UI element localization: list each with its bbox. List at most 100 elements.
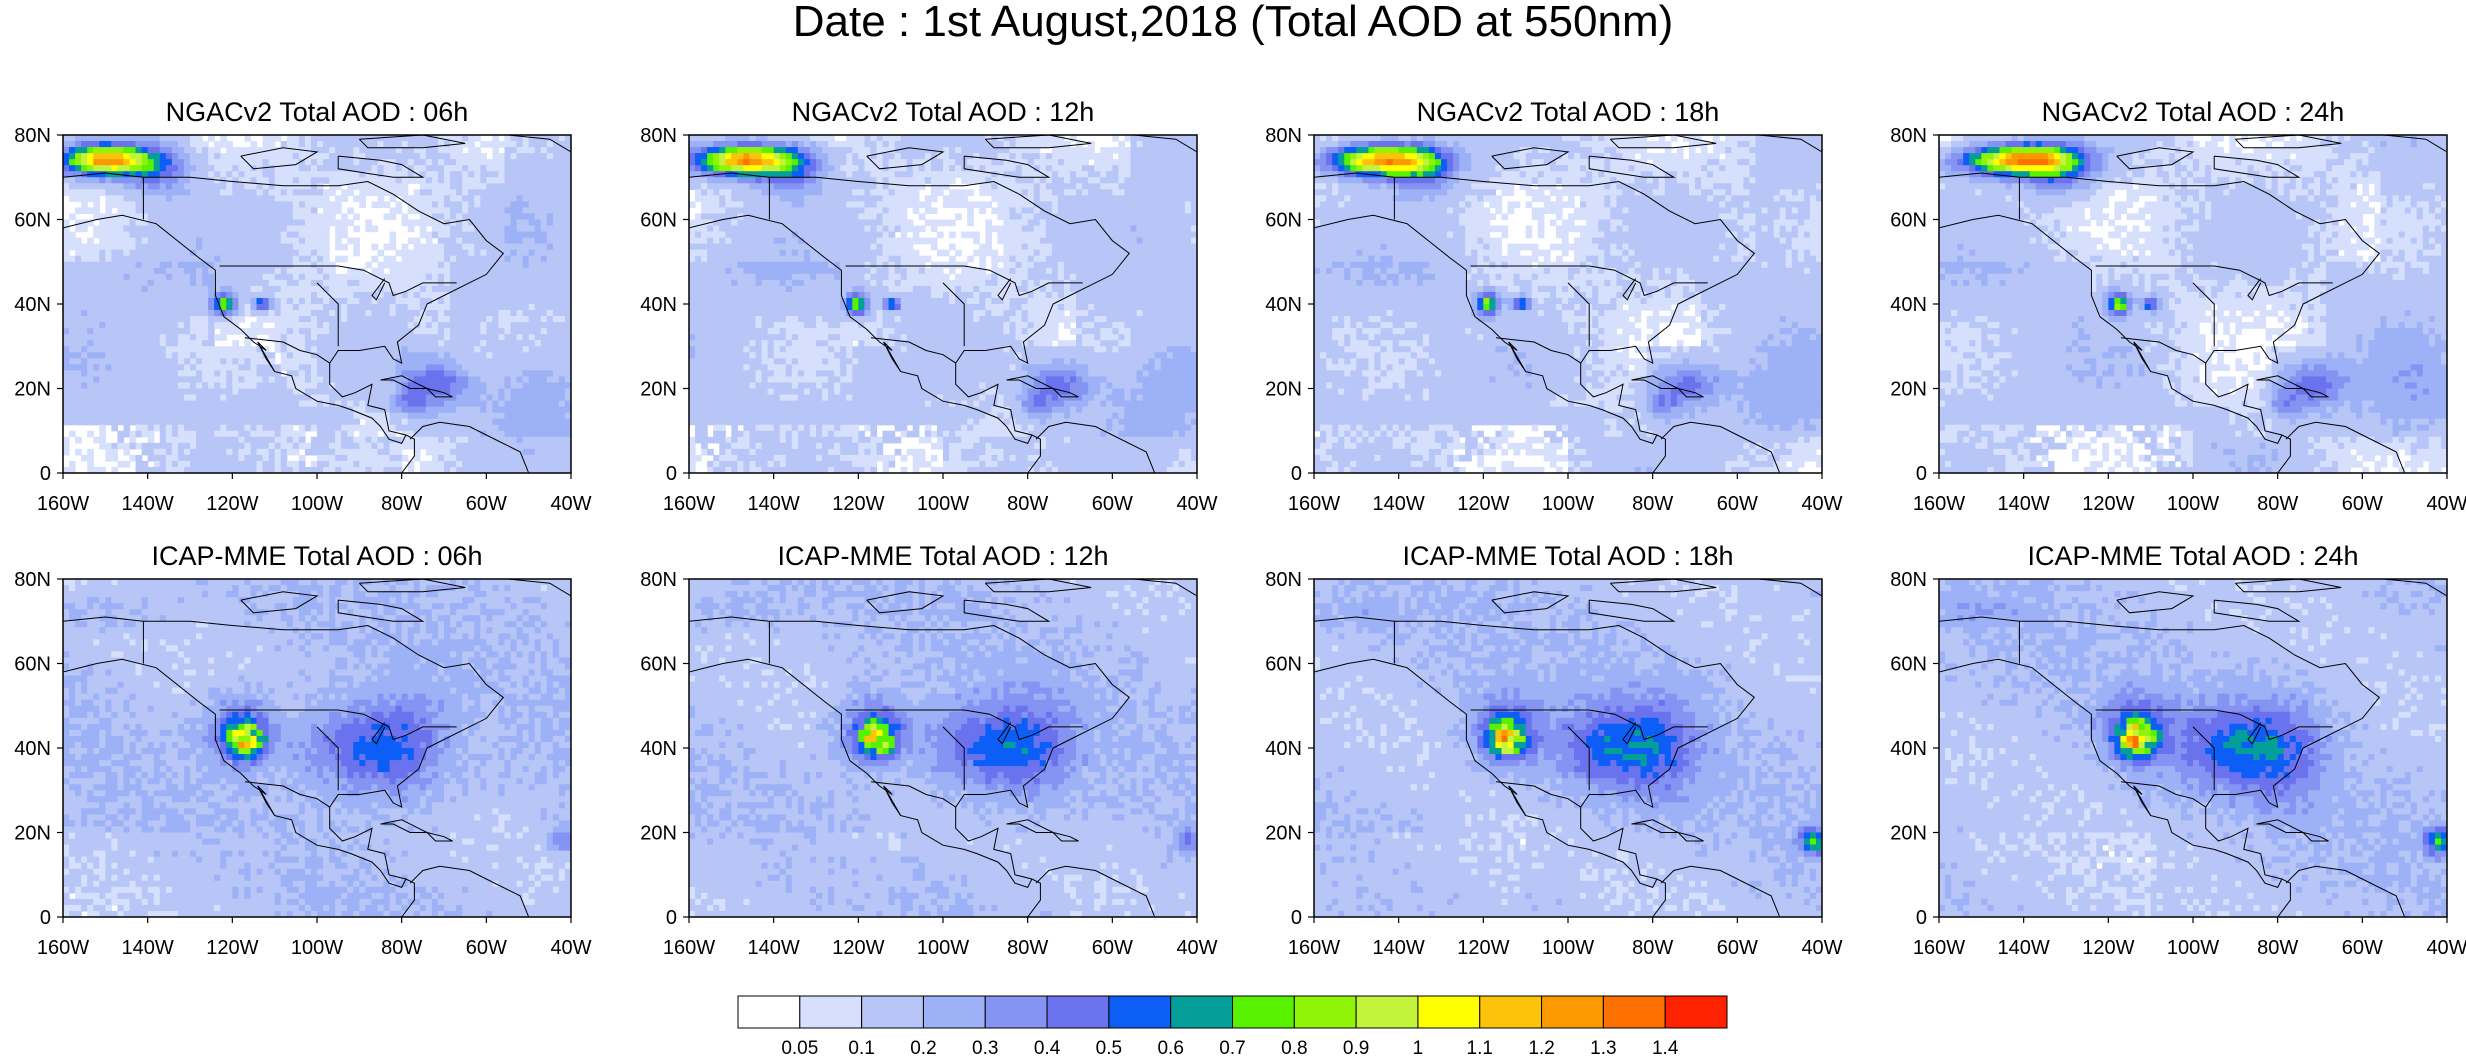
colorbar-swatch	[737, 995, 801, 1029]
lat-tick-label: 20N	[14, 823, 51, 845]
lon-tick-label: 120W	[206, 493, 258, 515]
coastlines	[689, 135, 1197, 473]
colorbar-swatch	[984, 995, 1048, 1029]
colorbar-swatch	[1664, 995, 1728, 1029]
colorbar-label: 0.5	[1096, 1038, 1122, 1056]
lon-tick-label: 80W	[2257, 493, 2298, 515]
lon-tick-label: 100W	[291, 937, 343, 959]
lat-tick-label: 40N	[14, 294, 51, 316]
lon-tick-label: 80W	[1007, 493, 1048, 515]
lon-tick-label: 60W	[1092, 493, 1133, 515]
aod-field	[63, 579, 571, 917]
coastlines	[1939, 579, 2447, 917]
lat-tick-label: 80N	[14, 569, 51, 591]
colorbar-swatch	[861, 995, 924, 1029]
lat-tick-label: 0	[666, 463, 677, 485]
colorbar-swatch	[1479, 995, 1543, 1029]
aod-field	[1939, 135, 2447, 473]
lat-tick-label: 0	[40, 907, 51, 929]
lon-tick-label: 120W	[1457, 937, 1509, 959]
map-panel-4: NGACv2 Total AOD : 24h 160W 140W 120W 100W 80…	[1890, 97, 2466, 515]
colorbar-label: 1	[1413, 1038, 1424, 1056]
colorbar-label: 0.4	[1034, 1038, 1061, 1056]
lon-tick-label: 140W	[1998, 493, 2050, 515]
coastlines	[1939, 135, 2447, 473]
lat-tick-label: 20N	[1890, 379, 1927, 401]
lon-tick-label: 60W	[2342, 937, 2383, 959]
colorbar-label: 1.4	[1652, 1038, 1679, 1056]
colorbar-label: 0.9	[1343, 1038, 1369, 1056]
lat-tick-label: 60N	[1890, 654, 1927, 676]
lon-tick-label: 140W	[122, 493, 174, 515]
lon-tick-label: 80W	[2257, 937, 2298, 959]
lon-tick-label: 140W	[122, 937, 174, 959]
map-panel-7: ICAP-MME Total AOD : 18h 160W 140W 120W 100W…	[1265, 541, 1842, 959]
lon-tick-label: 40W	[1176, 493, 1217, 515]
lat-tick-label: 0	[1916, 907, 1927, 929]
colorbar-label: 0.8	[1281, 1038, 1307, 1056]
colorbar-swatch	[1602, 995, 1666, 1029]
lon-tick-label: 80W	[1632, 493, 1673, 515]
panel-title: ICAP-MME Total AOD : 12h	[777, 541, 1108, 571]
lon-tick-label: 160W	[1913, 493, 1965, 515]
lat-tick-label: 60N	[640, 210, 677, 232]
lon-tick-label: 40W	[550, 493, 591, 515]
lat-tick-label: 0	[1916, 463, 1927, 485]
lon-tick-label: 100W	[1542, 493, 1594, 515]
lat-tick-label: 0	[666, 907, 677, 929]
lon-tick-label: 160W	[1913, 937, 1965, 959]
lon-tick-label: 120W	[2082, 493, 2134, 515]
colorbar-swatch	[1232, 995, 1295, 1029]
lon-tick-label: 120W	[206, 937, 258, 959]
lat-tick-label: 40N	[1890, 738, 1927, 760]
lat-tick-label: 40N	[1265, 294, 1302, 316]
lat-tick-label: 20N	[640, 379, 677, 401]
colorbar-swatch	[1046, 995, 1110, 1029]
lon-tick-label: 140W	[748, 937, 800, 959]
aod-field	[63, 135, 571, 473]
colorbar-label: 0.05	[781, 1038, 818, 1056]
lat-tick-label: 20N	[1265, 379, 1302, 401]
aod-field	[689, 579, 1197, 917]
lat-tick-label: 60N	[640, 654, 677, 676]
map-panel-1: NGACv2 Total AOD : 06h 160W 140W 120W 100W 80…	[14, 97, 591, 515]
lat-tick-label: 80N	[640, 569, 677, 591]
panel-title: NGACv2 Total AOD : 12h	[792, 97, 1095, 127]
lon-tick-label: 60W	[466, 493, 507, 515]
panel-title: ICAP-MME Total AOD : 18h	[1402, 541, 1733, 571]
map-panel-3: NGACv2 Total AOD : 18h 160W 140W 120W 100W 80…	[1265, 97, 1842, 515]
lon-tick-label: 160W	[1288, 937, 1340, 959]
colorbar-swatch	[922, 995, 986, 1029]
panel-title: ICAP-MME Total AOD : 24h	[2027, 541, 2358, 571]
lon-tick-label: 140W	[1373, 937, 1425, 959]
colorbar-swatch	[1417, 995, 1481, 1029]
lon-tick-label: 40W	[2426, 493, 2466, 515]
lat-tick-label: 40N	[640, 294, 677, 316]
map-panel-6: ICAP-MME Total AOD : 12h 160W 140W 120W 100W…	[640, 541, 1217, 959]
panel-title: NGACv2 Total AOD : 06h	[166, 97, 469, 127]
coastlines	[63, 579, 571, 917]
colorbar-label: 0.3	[972, 1038, 998, 1056]
lat-tick-label: 60N	[14, 210, 51, 232]
colorbar-label: 1.2	[1528, 1038, 1554, 1056]
lon-tick-label: 40W	[550, 937, 591, 959]
colorbar-swatch	[1170, 995, 1233, 1029]
lat-tick-label: 80N	[1890, 125, 1927, 147]
lat-tick-label: 80N	[14, 125, 51, 147]
lon-tick-label: 60W	[466, 937, 507, 959]
lon-tick-label: 120W	[1457, 493, 1509, 515]
lon-tick-label: 40W	[1176, 937, 1217, 959]
lon-tick-label: 160W	[37, 937, 89, 959]
lon-tick-label: 100W	[2167, 493, 2219, 515]
lat-tick-label: 40N	[14, 738, 51, 760]
page-title: Date : 1st August,2018 (Total AOD at 550…	[0, 0, 2466, 44]
lat-tick-label: 0	[1291, 463, 1302, 485]
lon-tick-label: 100W	[917, 493, 969, 515]
colorbar-label: 1.3	[1590, 1038, 1616, 1056]
lon-tick-label: 100W	[917, 937, 969, 959]
lat-tick-label: 80N	[1890, 569, 1927, 591]
colorbar-swatch	[1541, 995, 1604, 1029]
lat-tick-label: 40N	[640, 738, 677, 760]
lat-tick-label: 80N	[640, 125, 677, 147]
